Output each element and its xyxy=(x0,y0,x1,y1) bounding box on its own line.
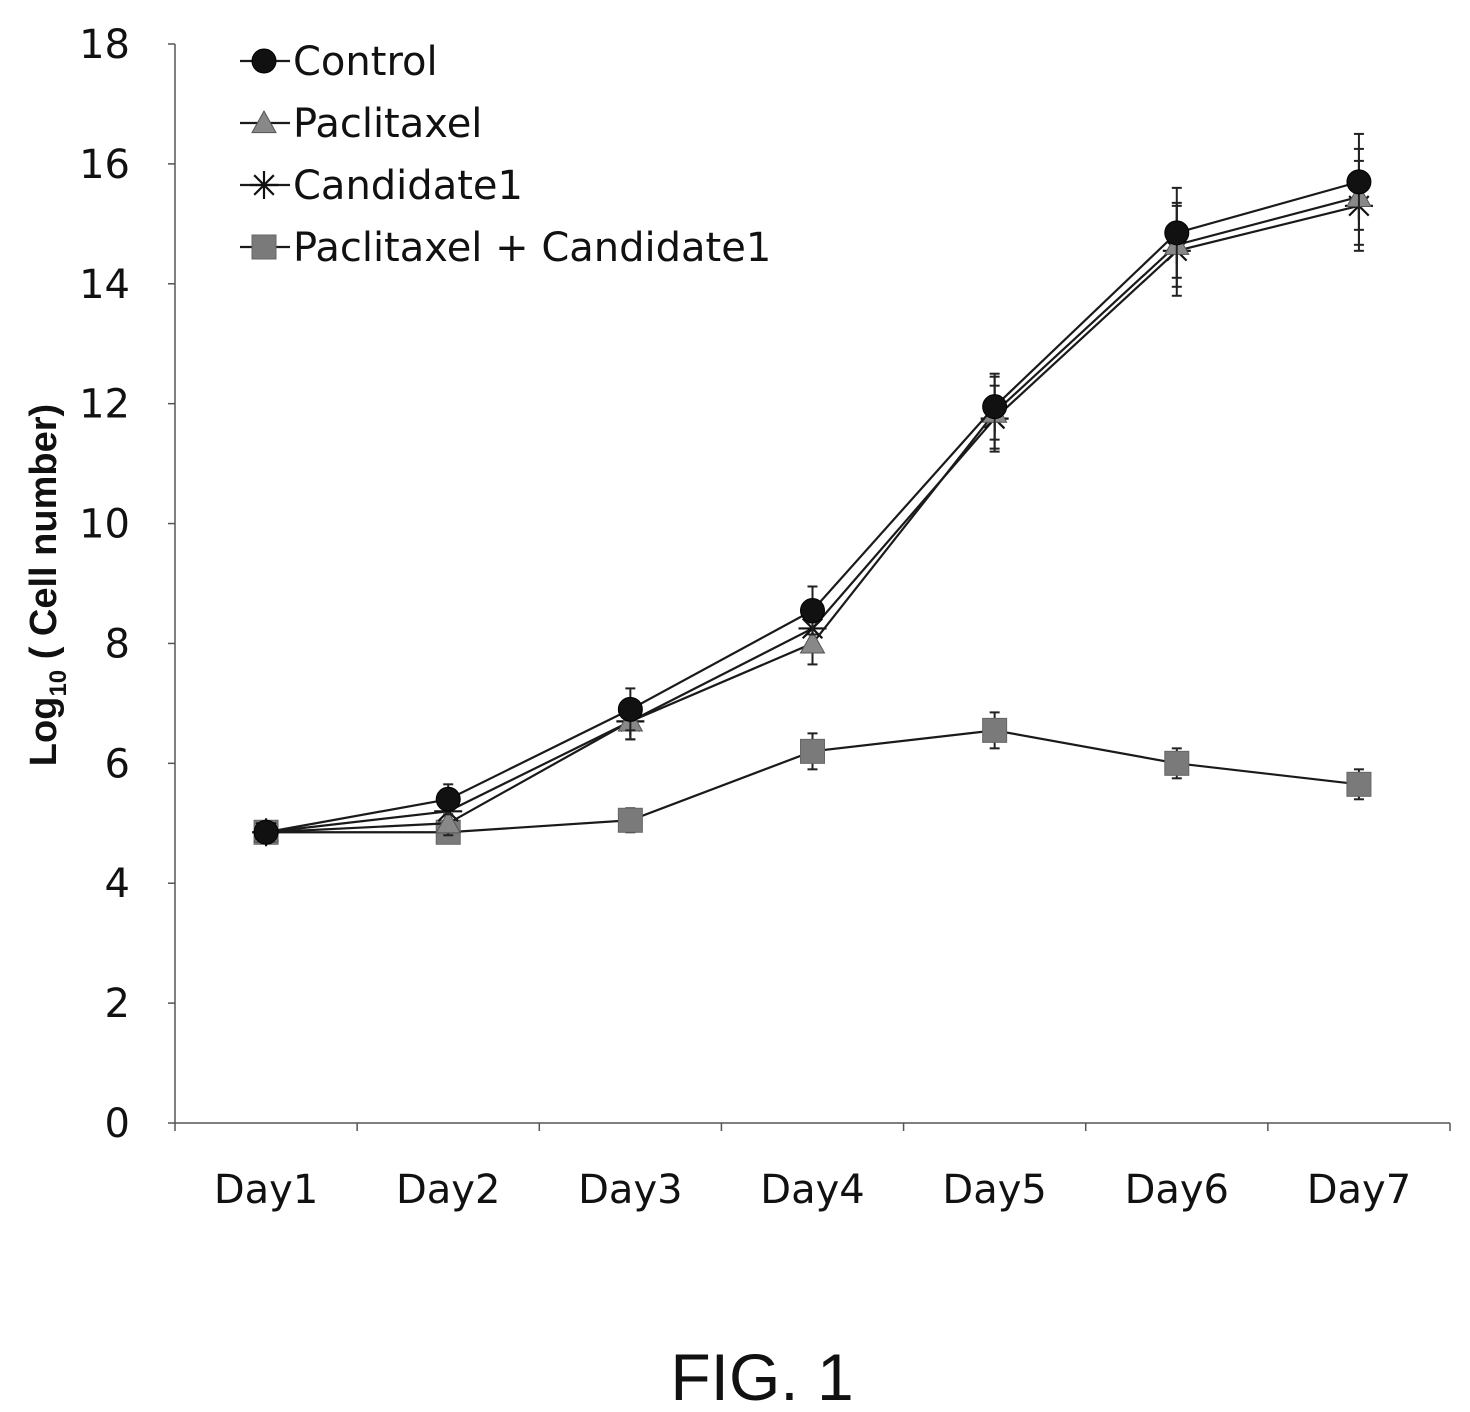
y-tick-label: 6 xyxy=(105,741,130,787)
x-tick-label: Day7 xyxy=(1307,1167,1411,1213)
data-point xyxy=(1346,771,1372,797)
series-control xyxy=(253,132,1372,845)
legend-label: Control xyxy=(293,39,438,85)
legend-label: Candidate1 xyxy=(293,163,523,209)
data-point xyxy=(253,819,279,845)
legend-label: Paclitaxel + Candidate1 xyxy=(293,225,771,271)
data-point xyxy=(982,717,1008,743)
x-tick-label: Day2 xyxy=(396,1167,500,1213)
y-tick-label: 0 xyxy=(105,1101,130,1147)
x-tick-label: Day4 xyxy=(760,1167,864,1213)
legend-marker xyxy=(251,48,277,74)
data-point xyxy=(1346,169,1372,195)
data-point xyxy=(982,394,1008,420)
legend-marker xyxy=(251,109,277,134)
chart-axes: 0 2 4 6 8 10 12 14 16 18 Day1 Day2 Day3 Day4 Day5 Day6 D… xyxy=(79,22,1451,1213)
y-tick-label: 16 xyxy=(79,142,130,188)
y-tick-label: 2 xyxy=(105,981,130,1027)
legend-marker xyxy=(251,234,277,260)
figure-caption: FIG. 1 xyxy=(670,1340,853,1412)
x-tick-label: Day6 xyxy=(1125,1167,1229,1213)
data-point xyxy=(1164,220,1190,246)
y-tick-label: 18 xyxy=(79,22,130,68)
legend-item-control: Control xyxy=(240,39,438,85)
legend-item-paclitaxel-candidate1: Paclitaxel + Candidate1 xyxy=(240,225,771,271)
legend-item-paclitaxel: Paclitaxel xyxy=(240,101,482,147)
x-tick-label: Day5 xyxy=(942,1167,1046,1213)
y-tick-label: 8 xyxy=(105,621,130,667)
chart-series xyxy=(252,132,1373,847)
y-tick-label: 14 xyxy=(79,262,130,308)
chart-legend: Control Paclitaxel Candidate1 Paclitaxel + … xyxy=(240,39,771,271)
data-point xyxy=(1164,750,1190,776)
data-point xyxy=(800,597,825,623)
data-point xyxy=(435,786,461,812)
y-tick-label: 4 xyxy=(105,861,130,907)
data-point xyxy=(435,810,462,834)
legend-marker xyxy=(250,171,278,199)
x-tick-label: Day3 xyxy=(578,1167,682,1213)
y-axis-title-rest: ( Cell number) xyxy=(23,404,65,670)
y-axis-title-subscript: 10 xyxy=(45,670,72,697)
data-point xyxy=(800,738,825,764)
data-point xyxy=(617,696,643,722)
legend-item-candidate1: Candidate1 xyxy=(240,163,523,209)
y-axis-title-main: Log xyxy=(23,697,65,767)
y-tick-label: 12 xyxy=(79,382,130,428)
y-tick-label: 10 xyxy=(79,502,130,548)
data-point xyxy=(617,807,643,833)
legend-label: Paclitaxel xyxy=(293,101,482,147)
data-point xyxy=(799,630,826,654)
y-axis-title: Log10 ( Cell number) xyxy=(23,404,72,766)
x-tick-label: Day1 xyxy=(214,1167,318,1213)
